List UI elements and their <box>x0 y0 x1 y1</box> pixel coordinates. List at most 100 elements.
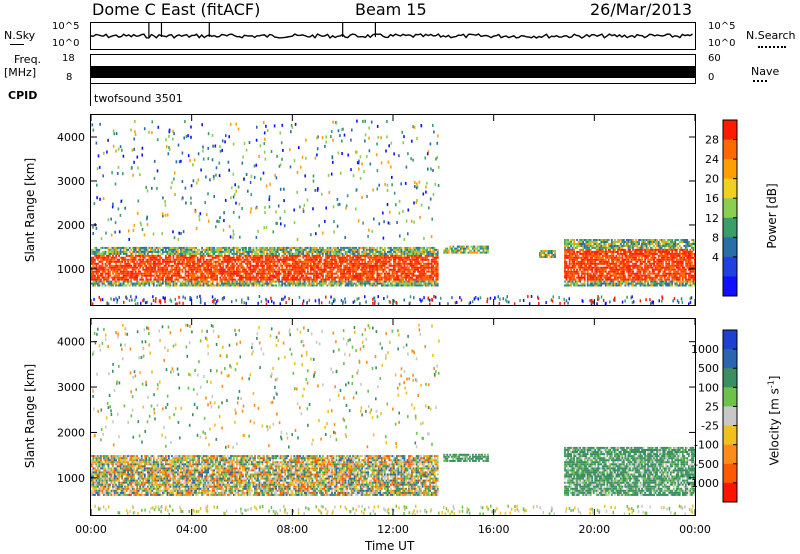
data-cell-0-0 <box>432 246 435 249</box>
data-cell-0-3 <box>571 280 574 283</box>
data-cell-0-0 <box>432 268 435 271</box>
data-cell-0-0 <box>100 254 102 257</box>
data-cell-0-0 <box>347 278 350 281</box>
data-cell-0-0 <box>232 272 235 275</box>
data-cell-0-0 <box>302 282 305 285</box>
data-cell-0-0 <box>270 260 273 263</box>
data-cell-0-0 <box>408 254 410 257</box>
data-cell-0-0 <box>402 272 404 275</box>
data-cell-0-0 <box>193 266 196 269</box>
data-cell-0-0 <box>145 272 148 275</box>
data-cell-0-0 <box>189 260 191 263</box>
data-cell-0-0 <box>414 268 416 271</box>
data-cell-0-0 <box>248 284 250 287</box>
data-cell-0-0 <box>202 284 205 287</box>
data-cell-0-0 <box>359 262 362 265</box>
data-cell-0-0 <box>334 266 336 269</box>
data-cell-0-0 <box>349 248 351 251</box>
data-cell-0-0 <box>104 266 107 269</box>
data-cell-0-0 <box>303 284 306 287</box>
data-cell-0-0 <box>115 256 117 259</box>
data-cell-0-0 <box>335 252 338 255</box>
data-cell-0-0 <box>192 276 194 279</box>
data-cell-0-0 <box>220 248 223 251</box>
data-cell-0-0 <box>367 264 370 267</box>
data-cell-0-0 <box>347 274 350 277</box>
data-cell-0-0 <box>291 280 294 283</box>
data-cell-0-0 <box>308 256 311 259</box>
data-cell-0-0 <box>177 262 179 265</box>
data-cell-0-0 <box>162 268 164 271</box>
data-cell-0-0 <box>239 278 241 281</box>
data-cell-0-0 <box>329 254 332 257</box>
data-cell-0-0 <box>95 268 98 271</box>
data-cell-0-0 <box>181 262 184 265</box>
data-cell-0-0 <box>320 278 323 281</box>
data-cell-0-0 <box>391 248 394 251</box>
data-cell-0-3 <box>571 272 574 275</box>
data-cell-0-0 <box>100 252 102 255</box>
data-cell-0-0 <box>266 256 268 259</box>
data-cell-0-0 <box>414 274 416 277</box>
data-cell-0-0 <box>285 246 288 249</box>
data-cell-0-0 <box>337 274 339 277</box>
data-cell-0-0 <box>423 250 425 253</box>
data-cell-0-0 <box>130 274 133 277</box>
data-cell-0-0 <box>397 258 400 261</box>
data-cell-0-0 <box>325 260 327 263</box>
data-cell-0-0 <box>368 262 371 265</box>
data-cell-0-0 <box>107 252 110 255</box>
data-cell-0-0 <box>319 258 321 261</box>
data-cell-0-0 <box>216 264 219 267</box>
data-cell-0-0 <box>91 266 93 269</box>
data-cell-0-3 <box>570 282 572 285</box>
data-cell-0-0 <box>399 258 401 261</box>
data-cell-0-0 <box>184 276 187 279</box>
data-cell-0-0 <box>303 278 306 281</box>
data-cell-0-0 <box>184 280 187 283</box>
data-cell-0-3 <box>565 243 568 245</box>
data-cell-0-0 <box>195 284 197 287</box>
data-cell-0-0 <box>429 254 431 257</box>
data-cell-0-0 <box>130 258 133 261</box>
data-cell-0-0 <box>242 266 244 269</box>
data-cell-0-0 <box>103 282 105 285</box>
data-cell-0-0 <box>92 276 95 279</box>
data-cell-0-0 <box>400 246 403 249</box>
data-cell-0-0 <box>214 266 217 269</box>
data-cell-0-2 <box>539 252 541 254</box>
data-cell-0-0 <box>373 282 376 285</box>
data-cell-0-0 <box>207 262 210 265</box>
data-cell-0-0 <box>400 258 403 261</box>
data-cell-0-0 <box>143 272 146 275</box>
data-cell-0-0 <box>236 248 238 251</box>
data-cell-0-0 <box>399 262 401 265</box>
data-cell-0-0 <box>207 280 210 283</box>
data-cell-0-0 <box>228 280 231 283</box>
data-cell-0-0 <box>155 278 158 281</box>
data-cell-0-0 <box>257 282 259 285</box>
data-cell-0-0 <box>175 274 178 277</box>
data-cell-0-0 <box>237 266 240 269</box>
data-cell-0-0 <box>169 278 172 281</box>
data-cell-0-0 <box>214 276 217 279</box>
data-cell-0-0 <box>323 262 326 265</box>
data-cell-0-0 <box>319 284 321 287</box>
data-cell-0-0 <box>115 260 117 263</box>
data-cell-0-0 <box>379 272 382 275</box>
data-cell-0-0 <box>267 260 270 263</box>
data-cell-0-0 <box>145 268 148 271</box>
data-cell-0-0 <box>306 280 309 283</box>
data-cell-0-0 <box>364 270 367 273</box>
data-cell-0-0 <box>338 278 341 281</box>
data-cell-0-0 <box>264 276 267 279</box>
data-cell-0-0 <box>344 278 347 281</box>
data-cell-0-0 <box>196 282 199 285</box>
data-cell-0-0 <box>423 268 425 271</box>
data-cell-0-0 <box>199 276 202 279</box>
data-cell-0-0 <box>379 274 382 277</box>
data-cell-0-0 <box>387 266 389 269</box>
data-cell-0-0 <box>423 276 425 279</box>
data-cell-0-0 <box>409 276 412 279</box>
data-cell-0-0 <box>432 256 435 259</box>
